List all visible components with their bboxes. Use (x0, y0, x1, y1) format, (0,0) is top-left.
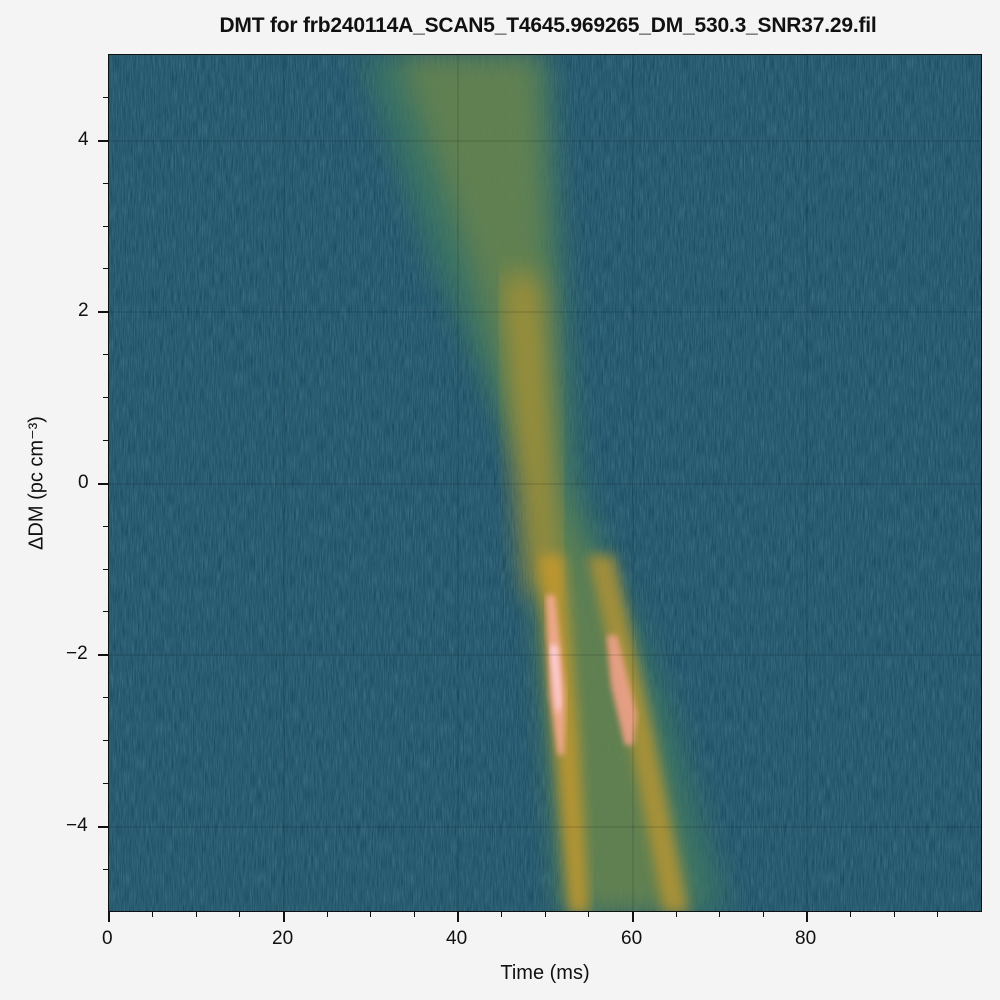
x-minor-tick (850, 912, 851, 917)
y-major-tick (98, 483, 108, 485)
y-tick-label: 0 (78, 472, 89, 493)
x-major-tick (108, 912, 110, 922)
y-tick-label: 2 (78, 300, 89, 321)
y-minor-tick (103, 569, 108, 570)
x-minor-tick (719, 912, 720, 917)
y-minor-tick (103, 440, 108, 441)
x-major-tick (457, 912, 459, 922)
y-minor-tick (103, 783, 108, 784)
x-tick-label: 60 (621, 928, 643, 949)
y-minor-tick (103, 397, 108, 398)
x-minor-tick (501, 912, 502, 917)
dmt-heatmap (109, 55, 981, 911)
y-major-tick (98, 654, 108, 656)
x-minor-tick (545, 912, 546, 917)
y-minor-tick (103, 97, 108, 98)
y-minor-tick (103, 611, 108, 612)
y-minor-tick (103, 183, 108, 184)
y-minor-tick (103, 869, 108, 870)
x-minor-tick (239, 912, 240, 917)
x-minor-tick (327, 912, 328, 917)
y-tick-label: −4 (66, 815, 88, 836)
y-minor-tick (103, 697, 108, 698)
x-major-tick (632, 912, 634, 922)
y-tick-label: 4 (78, 129, 89, 150)
y-minor-tick (103, 526, 108, 527)
x-axis-label: Time (ms) (500, 962, 590, 984)
x-minor-tick (414, 912, 415, 917)
x-minor-tick (196, 912, 197, 917)
x-major-tick (283, 912, 285, 922)
plot-area (108, 54, 982, 912)
x-minor-tick (763, 912, 764, 917)
y-major-tick (98, 311, 108, 313)
y-minor-tick (103, 740, 108, 741)
y-major-tick (98, 140, 108, 142)
x-minor-tick (588, 912, 589, 917)
x-minor-tick (894, 912, 895, 917)
x-minor-tick (152, 912, 153, 917)
y-major-tick (98, 826, 108, 828)
x-tick-label: 20 (272, 928, 294, 949)
x-tick-label: 40 (446, 928, 468, 949)
y-minor-tick (103, 354, 108, 355)
x-major-tick (806, 912, 808, 922)
x-minor-tick (937, 912, 938, 917)
x-tick-label: 80 (795, 928, 817, 949)
y-minor-tick (103, 226, 108, 227)
x-minor-tick (676, 912, 677, 917)
x-minor-tick (370, 912, 371, 917)
y-minor-tick (103, 268, 108, 269)
y-axis-label: ΔDM (pc cm⁻³) (25, 416, 48, 550)
y-tick-label: −2 (66, 643, 88, 664)
chart-title: DMT for frb240114A_SCAN5_T4645.969265_DM… (219, 14, 877, 37)
x-tick-label: 0 (102, 928, 113, 949)
